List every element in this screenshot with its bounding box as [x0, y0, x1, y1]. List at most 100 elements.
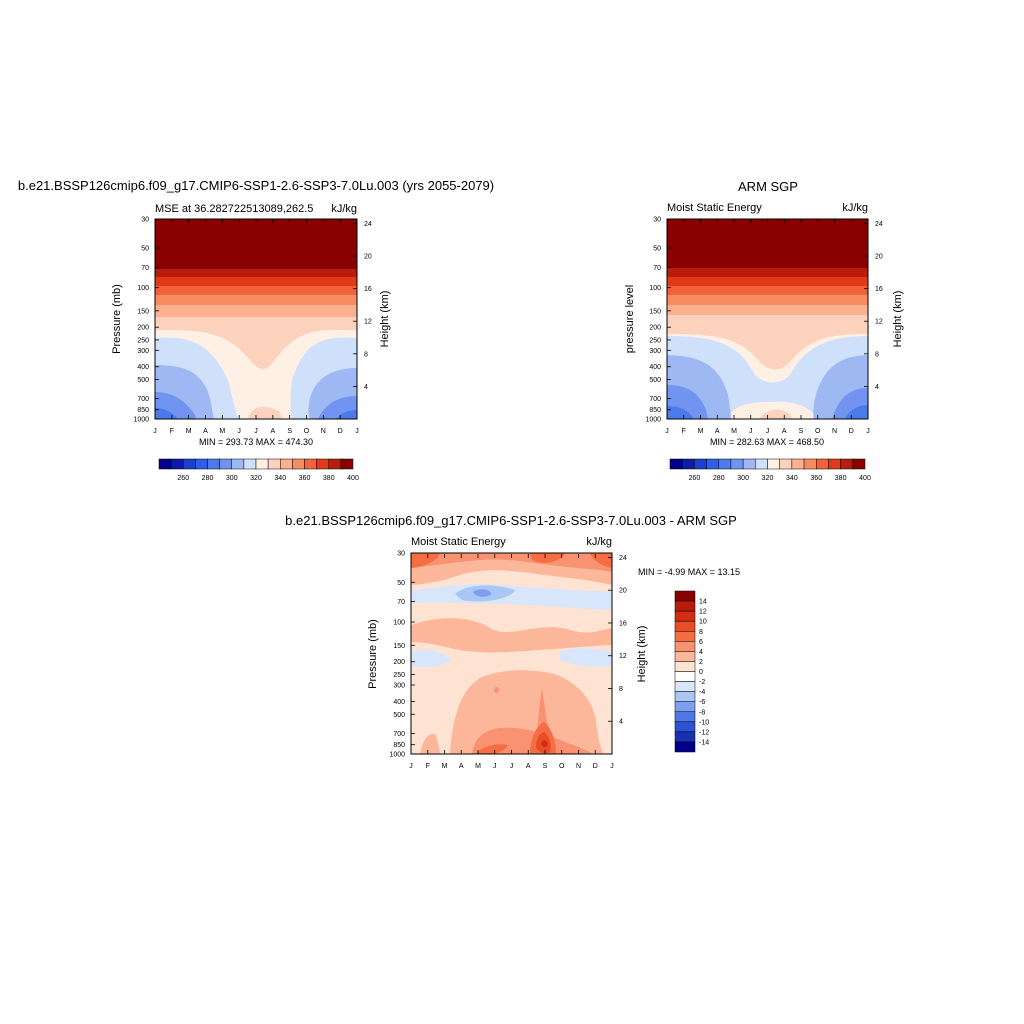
tick-label: 12: [364, 319, 372, 326]
colorbar-swatch: [742, 458, 756, 470]
colorbar-swatch: [340, 458, 354, 470]
tick-label: 280: [713, 475, 725, 482]
tick-label: 1000: [645, 417, 661, 424]
tick-label: 70: [141, 265, 149, 272]
tick-label: 24: [364, 221, 372, 228]
tick-label: 380: [835, 475, 847, 482]
colorbar-swatch: [718, 458, 732, 470]
colorbar-swatch: [674, 701, 696, 712]
colorbar-swatch: [674, 681, 696, 692]
tick-label: 20: [364, 254, 372, 261]
tick-label: S: [799, 428, 804, 435]
colorbar-swatch: [674, 631, 696, 642]
tick-label: -8: [699, 709, 705, 716]
panel-subtitle-left: MSE at 36.282722513089,262.5: [155, 203, 313, 215]
tick-label: 250: [649, 337, 661, 344]
tick-label: 500: [393, 712, 405, 719]
tick-label: 12: [875, 319, 883, 326]
colorbar-swatch: [674, 711, 696, 723]
tick-label: J: [510, 763, 514, 770]
tick-label: O: [559, 763, 565, 770]
y-axis-label: Pressure (mb): [111, 284, 123, 354]
y-axis-label: Pressure (mb): [367, 619, 379, 689]
tick-label: A: [715, 428, 720, 435]
colorbar-swatch: [674, 651, 696, 662]
y2-axis-label: Height (km): [636, 626, 648, 683]
colorbar-swatch: [674, 600, 696, 612]
tick-label: 250: [137, 337, 149, 344]
colorbar-swatch: [816, 458, 829, 470]
tick-label: 500: [649, 377, 661, 384]
tick-label: 1000: [389, 752, 405, 759]
tick-label: 8: [619, 686, 623, 693]
tick-label: A: [459, 763, 464, 770]
colorbar-swatch: [195, 458, 208, 470]
tick-label: -10: [699, 719, 709, 726]
tick-label: 6: [699, 639, 703, 646]
tick-label: 150: [649, 308, 661, 315]
tick-label: 30: [397, 551, 405, 558]
tick-label: 380: [323, 475, 335, 482]
tick-label: 4: [875, 384, 879, 391]
tick-label: 340: [786, 475, 798, 482]
tick-label: 700: [393, 731, 405, 738]
tick-label: O: [304, 428, 310, 435]
tick-label: F: [170, 428, 174, 435]
panel-observations: Moist Static Energy kJ/kg pressure level…: [624, 202, 904, 482]
colorbar-swatch: [840, 458, 854, 470]
tick-label: 10: [699, 619, 707, 626]
tick-label: J: [610, 763, 614, 770]
tick-label: 280: [202, 475, 214, 482]
tick-label: -12: [699, 729, 709, 736]
tick-label: J: [153, 428, 157, 435]
tick-label: 4: [619, 719, 623, 726]
tick-label: 400: [859, 475, 871, 482]
tick-label: 300: [649, 348, 661, 355]
panel-subtitle-left: Moist Static Energy: [667, 202, 762, 214]
tick-label: 14: [699, 599, 707, 606]
minmax-label: MIN = 282.63 MAX = 468.50: [710, 437, 824, 447]
tick-label: 100: [649, 285, 661, 292]
tick-label: M: [219, 428, 225, 435]
tick-label: 1000: [133, 417, 149, 424]
colorbar-swatch: [328, 458, 342, 470]
tick-label: J: [237, 428, 241, 435]
tick-label: A: [526, 763, 531, 770]
contour-field: [667, 219, 868, 419]
colorbar-swatch: [243, 458, 257, 470]
tick-label: -2: [699, 679, 705, 686]
colorbar-swatch: [791, 458, 805, 470]
tick-label: 850: [393, 742, 405, 749]
tick-label: J: [493, 763, 497, 770]
tick-label: 8: [699, 629, 703, 636]
colorbar-swatch: [674, 641, 696, 652]
tick-label: D: [593, 763, 598, 770]
tick-label: A: [203, 428, 208, 435]
colorbar-swatch: [767, 458, 780, 470]
colorbar-swatch: [316, 458, 329, 470]
contour-field: [411, 553, 612, 754]
tick-label: J: [355, 428, 359, 435]
tick-label: 4: [699, 649, 703, 656]
tick-label: 0: [699, 669, 703, 676]
tick-label: J: [766, 428, 770, 435]
tick-label: S: [287, 428, 292, 435]
colorbar-swatch: [674, 661, 696, 672]
colorbar-swatch: [730, 458, 744, 470]
tick-label: 250: [393, 672, 405, 679]
tick-label: 500: [137, 377, 149, 384]
tick-label: 8: [364, 351, 368, 358]
tick-label: 20: [875, 254, 883, 261]
panel-subtitle-right: kJ/kg: [586, 536, 612, 548]
tick-label: 260: [177, 475, 189, 482]
tick-label: M: [731, 428, 737, 435]
tick-label: 4: [364, 384, 368, 391]
tick-label: 200: [137, 325, 149, 332]
colorbar-swatch: [755, 458, 768, 470]
tick-label: 2: [699, 659, 703, 666]
colorbar-swatch: [292, 458, 305, 470]
colorbar-swatch: [674, 731, 696, 743]
tick-label: A: [270, 428, 275, 435]
tick-label: 700: [649, 396, 661, 403]
tick-label: N: [321, 428, 326, 435]
